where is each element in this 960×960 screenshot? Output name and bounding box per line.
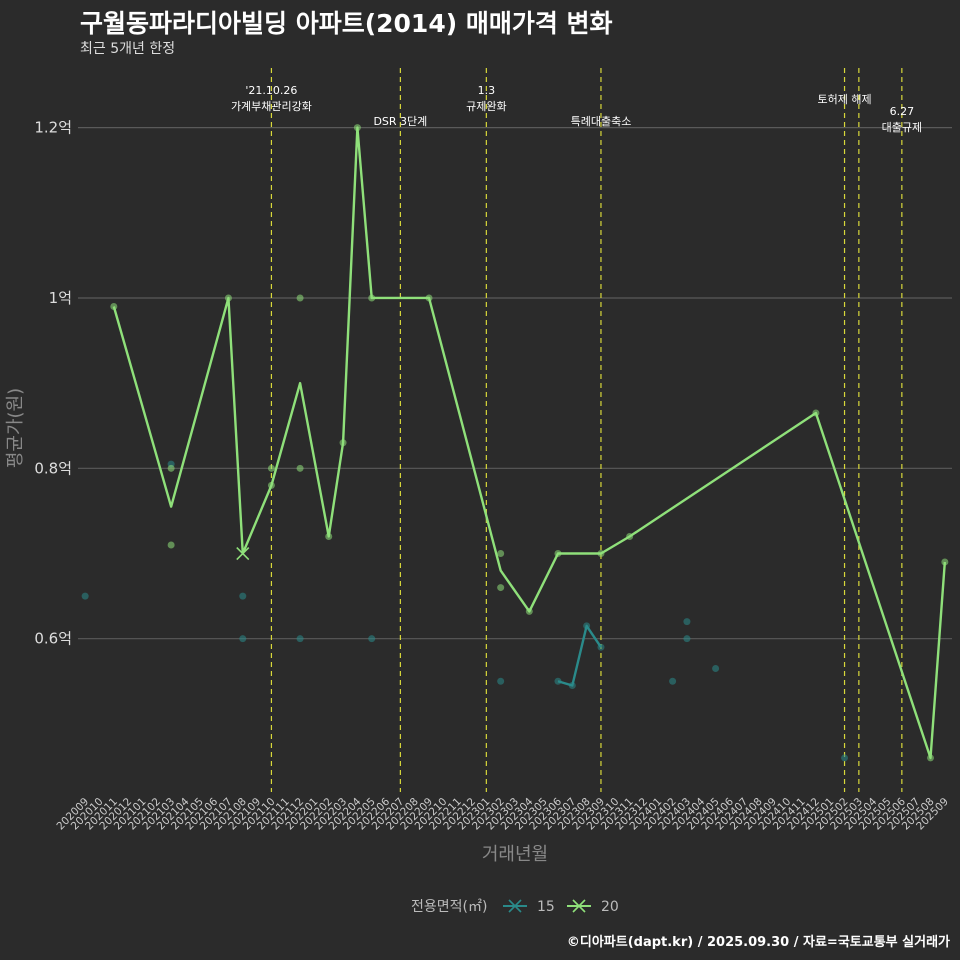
y-axis-title: 평균가(원) [5, 388, 26, 468]
chart-subtitle: 최근 5개년 한정 [80, 41, 176, 57]
data-point [497, 550, 505, 558]
data-point [683, 618, 691, 626]
x-axis-ticks: 2020092020102020112020122021012021022021… [54, 795, 951, 832]
y-tick-label: 1억 [49, 289, 72, 307]
data-point [683, 635, 691, 643]
y-tick-label: 0.6억 [34, 630, 72, 648]
x-axis-title: 거래년월 [482, 844, 548, 865]
legend-key-cross [572, 899, 586, 913]
cross-marker [236, 546, 250, 561]
event-label: 1.3 [478, 84, 496, 97]
data-point [497, 584, 505, 592]
chart-title: 구월동파라디아빌딩 아파트(2014) 매매가격 변화 [80, 9, 613, 38]
data-point [296, 294, 304, 302]
data-point [167, 541, 175, 549]
data-point [81, 592, 89, 600]
data-point [167, 464, 175, 472]
event-label: 6.27 [890, 105, 915, 118]
data-point [669, 677, 677, 685]
event-label: DSR 3단계 [373, 115, 427, 128]
legend-title: 전용면적(㎡) [411, 899, 487, 915]
event-label: 가계부채관리강화 [231, 100, 312, 113]
y-tick-label: 1.2억 [34, 119, 72, 137]
legend-label: 20 [601, 899, 619, 915]
series-line [112, 126, 947, 760]
series-line [557, 624, 602, 687]
legend-label: 15 [537, 899, 555, 915]
data-point [712, 664, 720, 672]
event-label: 특례대출축소 [571, 115, 632, 128]
y-axis-ticks: 0.6억 0.8억 1억 1.2억 [34, 119, 72, 648]
event-label: '21.10.26 [245, 84, 297, 97]
data-point [296, 635, 304, 643]
legend-key-cross [508, 899, 522, 913]
data-point [841, 754, 849, 762]
data-point [368, 635, 376, 643]
event-label: 대출규제 [882, 121, 922, 134]
source-caption: ©디아파트(dapt.kr) / 2025.09.30 / 자료=국토교통부 실… [566, 935, 950, 950]
data-point [267, 464, 275, 472]
y-tick-label: 0.8억 [34, 459, 72, 477]
data-point [239, 592, 247, 600]
legend: 전용면적(㎡) 15 20 [411, 899, 619, 915]
event-label: 토허제 해제 [817, 92, 871, 106]
event-label: 규제완화 [466, 100, 506, 113]
data-point [239, 635, 247, 643]
grid-lines [78, 127, 952, 640]
data-point [296, 464, 304, 472]
data-point [497, 677, 505, 685]
series-layer [81, 124, 949, 762]
